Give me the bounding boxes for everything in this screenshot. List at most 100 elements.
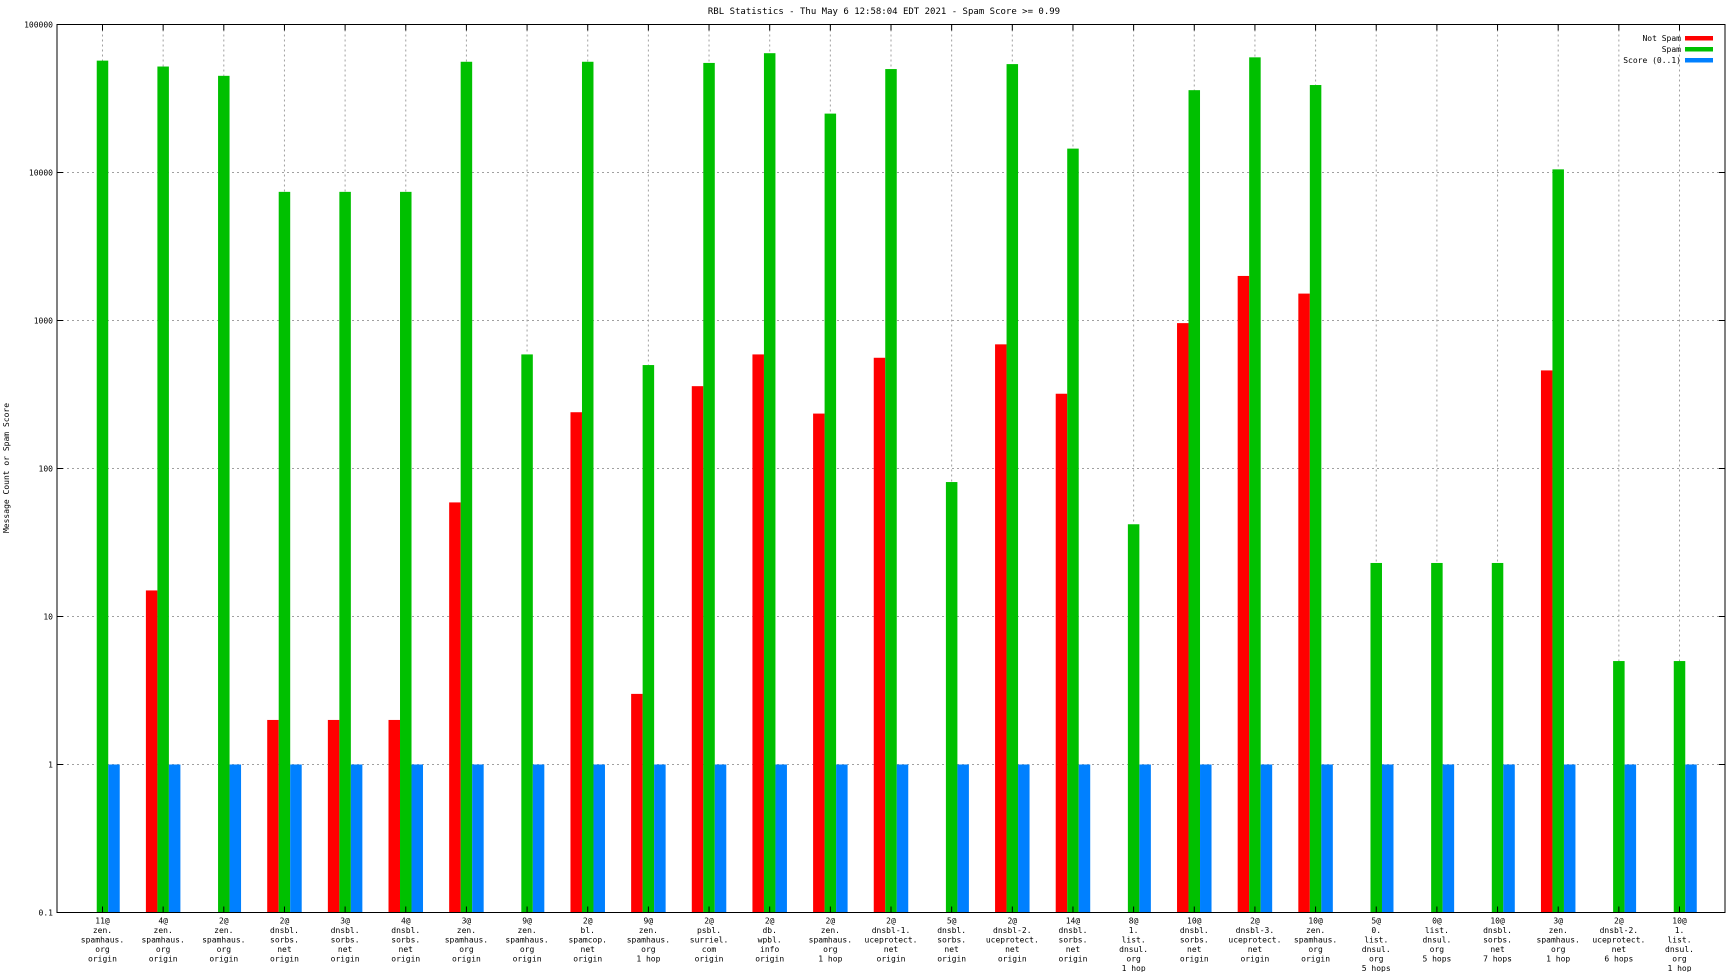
x-tick-label-line: org (1308, 945, 1323, 954)
x-tick-label-line: origin (1180, 955, 1209, 964)
x-tick-label-line: dnsbl. (1059, 926, 1088, 935)
x-tick-label-line: info (760, 945, 779, 954)
bar-score-0-1 (1563, 764, 1576, 913)
x-tick-label: 11@ zen. spamhaus. org origin (81, 917, 124, 964)
x-tick-label-line: sorbs. (1483, 936, 1512, 945)
x-tick-label-line: db. (762, 926, 776, 935)
bar-score-0-1 (957, 764, 969, 913)
bar-not-spam (1055, 393, 1068, 913)
x-tick-label-line: origin (391, 955, 420, 964)
bar-spam (278, 191, 291, 913)
x-tick-label-line: origin (1059, 955, 1088, 964)
x-tick-label-line: dnsbl. (937, 926, 966, 935)
x-tick-label-line: origin (755, 955, 784, 964)
x-tick-label-line: spamhaus. (627, 936, 670, 945)
x-tick-label-line: uceprotect. (1592, 936, 1645, 945)
y-tick-label: 10 (43, 613, 53, 622)
x-tick-label-line: 8@ (1129, 917, 1139, 926)
x-tick-label-line: origin (1240, 955, 1269, 964)
x-tick-label-line: spamhaus. (505, 936, 548, 945)
x-tick-label-line: 1 hop (1546, 955, 1570, 964)
y-tick-label: 100000 (24, 21, 53, 30)
bar-not-spam (813, 413, 825, 913)
legend-swatch (1685, 47, 1713, 52)
x-tick-label-line: dnsbl-2. (1600, 926, 1639, 935)
x-tick-label: 2@ bl. spamcop. net origin (568, 917, 607, 964)
bar-score-0-1 (1685, 764, 1697, 913)
bar-not-spam (873, 357, 886, 913)
x-tick-label-line: 10@ (1672, 917, 1687, 926)
x-tick-label-line: wpbl. (758, 936, 782, 945)
bar-score-0-1 (1078, 764, 1091, 913)
x-tick-label: 2@ zen. spamhaus. org origin (202, 917, 245, 964)
bar-not-spam (388, 719, 401, 913)
bar-score-0-1 (593, 764, 605, 913)
x-tick-label: 2@ dnsbl-1. uceprotect. net origin (865, 917, 918, 964)
x-tick-label-line: org (520, 945, 535, 954)
x-tick-label: 5@ dnsbl. sorbs. net origin (937, 917, 966, 964)
y-tick-label: 1000 (34, 317, 53, 326)
x-tick-label-line: dnsbl. (1483, 926, 1512, 935)
bar-score-0-1 (1624, 764, 1637, 913)
x-tick-label-line: org (1551, 945, 1566, 954)
bar-spam (885, 69, 897, 913)
x-tick-label-line: net (338, 945, 353, 954)
bar-not-spam (995, 344, 1007, 913)
x-tick-label-line: org (1430, 945, 1445, 954)
x-tick-label-line: 10@ (1308, 917, 1323, 926)
bar-spam (218, 75, 230, 913)
x-tick-label-line: org (459, 945, 474, 954)
bar-not-spam (1237, 275, 1250, 913)
bar-score-0-1 (1503, 764, 1515, 913)
x-tick-label-line: dnsbl. (1180, 926, 1209, 935)
x-tick-label-line: zen. (214, 926, 233, 935)
bar-score-0-1 (1018, 764, 1030, 913)
x-tick-label-line: 9@ (522, 917, 532, 926)
legend-label: Not Spam (1642, 34, 1681, 43)
x-tick-label-line: 4@ (401, 917, 411, 926)
x-tick-label-line: 2@ (765, 917, 775, 926)
bar-spam (1491, 562, 1504, 913)
chart-title: RBL Statistics - Thu May 6 12:58:04 EDT … (708, 7, 1060, 17)
x-tick-label-line: 2@ (1250, 917, 1260, 926)
x-tick-label-line: dnsul. (1665, 945, 1694, 954)
x-tick-label-line: origin (695, 955, 724, 964)
x-tick-label-line: origin (513, 955, 542, 964)
x-tick-label-line: spamhaus. (141, 936, 184, 945)
x-tick-label-line: list. (1425, 926, 1449, 935)
x-tick-label-line: uceprotect. (1228, 936, 1281, 945)
x-tick-label-line: origin (937, 955, 966, 964)
bar-score-0-1 (775, 764, 787, 913)
x-tick-label-line: 2@ (1614, 917, 1624, 926)
bars (96, 53, 1697, 913)
x-tick-label-line: net (277, 945, 292, 954)
bar-spam (1006, 64, 1019, 913)
x-tick-label-line: dnsul. (1422, 936, 1451, 945)
x-tick-label: 10@ 1. list. dnsul. org 1 hop (1665, 917, 1694, 972)
x-tick-label-line: 11@ (95, 917, 110, 926)
bar-spam (1188, 90, 1201, 913)
x-tick-label-line: origin (452, 955, 481, 964)
x-tick-label-line: com (702, 945, 717, 954)
bar-spam (824, 113, 837, 913)
x-tick-label-line: org (1369, 955, 1384, 964)
x-tick-label-line: psbl. (697, 926, 721, 935)
x-tick-label-line: 2@ (826, 917, 836, 926)
bar-not-spam (1177, 323, 1189, 913)
bar-score-0-1 (229, 764, 242, 913)
y-tick-label: 100 (39, 465, 54, 474)
bar-score-0-1 (1139, 764, 1151, 913)
x-tick-label-line: org (156, 945, 171, 954)
bar-score-0-1 (350, 764, 363, 913)
x-tick-label-line: net (399, 945, 414, 954)
x-tick-label-line: zen. (1306, 926, 1325, 935)
x-tick-label-line: dnsbl. (270, 926, 299, 935)
x-tick-label-line: origin (1301, 955, 1330, 964)
x-tick-label-line: 14@ (1066, 917, 1081, 926)
x-tick-label-line: uceprotect. (865, 936, 918, 945)
bar-not-spam (691, 386, 704, 913)
bar-score-0-1 (654, 764, 666, 913)
x-tick-label-line: 5 hops (1422, 955, 1451, 964)
x-tick-label-line: zen. (821, 926, 840, 935)
